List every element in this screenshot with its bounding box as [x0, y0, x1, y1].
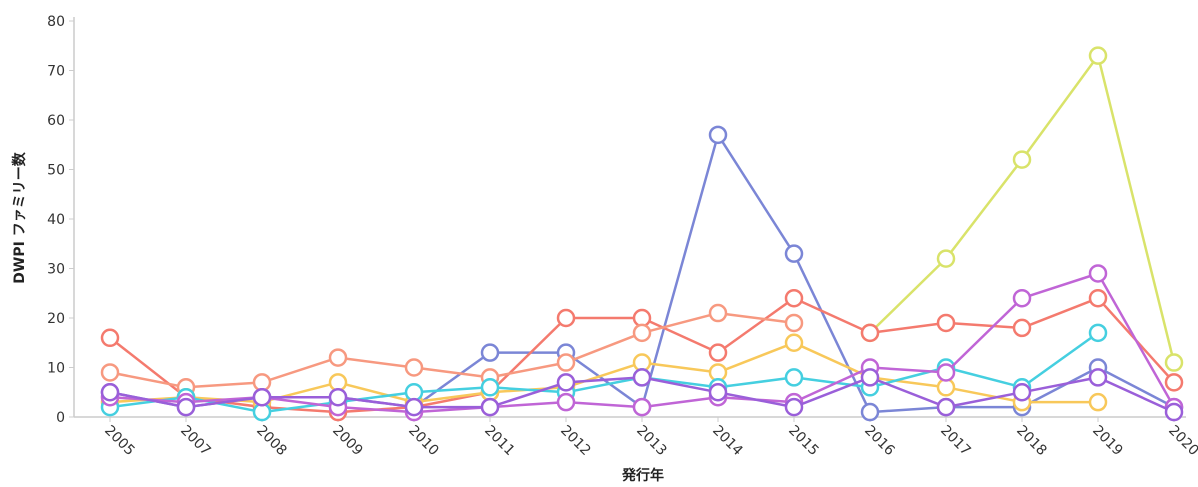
x-tick-label: 2009 — [329, 423, 366, 460]
x-tick-label: 2005 — [101, 423, 138, 460]
x-tick-label: 2019 — [1089, 423, 1126, 460]
x-tick-label: 2017 — [937, 423, 974, 460]
series-layer — [100, 46, 1184, 422]
data-point[interactable] — [860, 368, 880, 387]
data-point[interactable] — [556, 392, 576, 412]
data-point[interactable] — [1088, 368, 1108, 387]
data-point[interactable] — [100, 383, 120, 402]
y-tick-label: 20 — [47, 311, 65, 327]
data-point[interactable] — [556, 353, 576, 372]
data-point[interactable] — [708, 343, 728, 362]
data-point[interactable] — [480, 378, 500, 397]
x-tick-label: 2012 — [557, 423, 594, 460]
data-point[interactable] — [1088, 323, 1108, 343]
data-point[interactable] — [784, 333, 804, 352]
data-point[interactable] — [708, 303, 728, 323]
x-tick-label: 2014 — [709, 423, 746, 460]
data-point[interactable] — [1012, 318, 1032, 338]
x-tick-label: 2007 — [177, 423, 214, 460]
data-point[interactable] — [100, 328, 120, 348]
data-point[interactable] — [936, 397, 956, 417]
y-tick-label: 0 — [56, 410, 65, 426]
data-point[interactable] — [1088, 392, 1108, 412]
data-point[interactable] — [404, 358, 424, 377]
data-point[interactable] — [1088, 288, 1108, 308]
data-point[interactable] — [1012, 288, 1032, 308]
data-point[interactable] — [784, 288, 804, 308]
y-tick-label: 30 — [47, 262, 65, 278]
data-point[interactable] — [1164, 373, 1184, 392]
data-point[interactable] — [860, 402, 880, 422]
y-tick-label: 40 — [47, 212, 65, 228]
data-point[interactable] — [1012, 150, 1032, 169]
data-point[interactable] — [708, 125, 728, 145]
y-axis: 0 10 20 30 40 50 60 70 80 — [47, 14, 75, 426]
series-4 — [100, 303, 804, 397]
data-point[interactable] — [784, 244, 804, 263]
x-tick-label: 2020 — [1165, 423, 1198, 460]
data-point[interactable] — [936, 363, 956, 382]
x-axis: 2005 2007 2008 2009 2010 2011 2012 2013 2014 2015… — [74, 416, 1198, 460]
data-point[interactable] — [936, 249, 956, 268]
data-point[interactable] — [480, 397, 500, 417]
y-tick-label: 60 — [47, 113, 65, 129]
series-8 — [100, 368, 1184, 422]
series-line — [869, 54, 1176, 363]
y-axis-title: DWPI ファミリー数 — [11, 151, 28, 283]
data-point[interactable] — [936, 313, 956, 333]
x-tick-label: 2016 — [861, 423, 898, 460]
data-point[interactable] — [860, 323, 880, 343]
data-point[interactable] — [1164, 353, 1184, 372]
x-tick-label: 2018 — [1013, 423, 1050, 460]
data-point[interactable] — [632, 323, 652, 343]
data-point[interactable] — [632, 368, 652, 387]
y-tick-label: 10 — [47, 361, 65, 377]
data-point[interactable] — [176, 397, 196, 417]
data-point[interactable] — [708, 383, 728, 402]
x-tick-label: 2010 — [405, 423, 442, 460]
x-axis-title: 発行年 — [621, 467, 664, 484]
data-point[interactable] — [328, 387, 348, 407]
data-point[interactable] — [556, 308, 576, 328]
data-point[interactable] — [1088, 46, 1108, 65]
data-point[interactable] — [784, 368, 804, 387]
data-point[interactable] — [328, 348, 348, 367]
data-point[interactable] — [252, 387, 272, 407]
x-tick-label: 2011 — [481, 423, 518, 460]
x-tick-label: 2013 — [633, 423, 670, 460]
series-line — [109, 311, 795, 389]
data-point[interactable] — [632, 397, 652, 417]
data-point[interactable] — [784, 313, 804, 333]
data-point[interactable] — [1164, 402, 1184, 422]
x-tick-label: 2015 — [785, 423, 822, 460]
data-point[interactable] — [100, 363, 120, 382]
y-tick-label: 50 — [47, 163, 65, 179]
data-point[interactable] — [1012, 383, 1032, 402]
y-tick-label: 80 — [47, 14, 65, 30]
y-tick-label: 70 — [47, 64, 65, 80]
x-tick-label: 2008 — [253, 423, 290, 460]
data-point[interactable] — [784, 397, 804, 417]
data-point[interactable] — [1088, 264, 1108, 283]
data-point[interactable] — [404, 397, 424, 417]
data-point[interactable] — [480, 343, 500, 362]
data-point[interactable] — [556, 373, 576, 392]
